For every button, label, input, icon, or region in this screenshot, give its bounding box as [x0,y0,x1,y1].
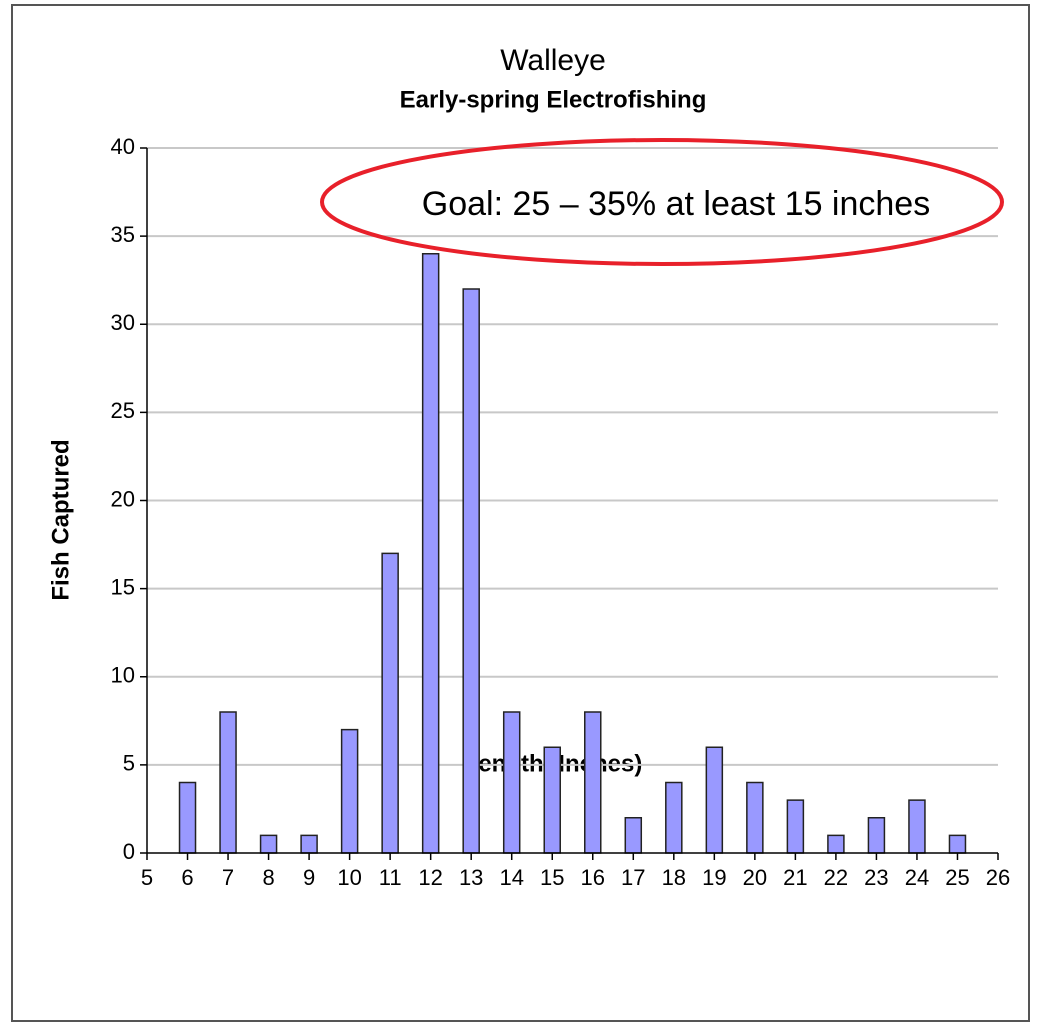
x-tick-label: 19 [702,865,726,890]
x-tick-label: 6 [181,865,193,890]
x-tick-label: 18 [662,865,686,890]
bar [665,781,683,854]
bar [178,781,197,854]
bar [948,834,967,854]
x-tick-label: 16 [581,865,605,890]
y-tick-label: 35 [111,222,135,247]
bar [908,799,926,854]
bar [624,817,643,854]
bar [340,728,359,854]
x-tick-label: 14 [499,865,523,890]
bar [259,834,278,854]
x-tick-label: 13 [459,865,483,890]
bar [421,253,440,854]
x-tick-label: 5 [141,865,153,890]
x-tick-label: 15 [540,865,564,890]
x-tick-label: 26 [986,865,1010,890]
x-tick-label: 12 [418,865,442,890]
bar [300,834,318,854]
y-tick-label: 0 [123,839,135,864]
x-tick-label: 8 [262,865,274,890]
y-tick-label: 25 [111,398,135,423]
x-tick-label: 20 [743,865,767,890]
bar [219,711,237,854]
y-axis-label: Fish Captured [47,439,74,600]
x-tick-label: 21 [783,865,807,890]
y-tick-label: 30 [111,310,135,335]
annotation-ellipse [320,138,1004,266]
y-tick-label: 20 [111,486,135,511]
y-tick-label: 5 [123,751,135,776]
bar [462,288,480,854]
x-tick-label: 22 [824,865,848,890]
x-tick-label: 7 [222,865,234,890]
x-tick-label: 17 [621,865,645,890]
x-tick-label: 24 [905,865,929,890]
chart-title: Walleye [500,44,606,77]
bar [584,711,602,854]
annotation: Goal: 25 – 35% at least 15 inches [422,185,930,223]
chart-subtitle: Early-spring Electrofishing [400,86,707,113]
bar [705,746,724,854]
y-tick-label: 40 [111,134,135,159]
x-tick-label: 25 [945,865,969,890]
x-tick-label: 9 [303,865,315,890]
x-tick-label: 10 [337,865,361,890]
bar [381,552,399,854]
bar [543,746,561,854]
x-tick-label: 23 [864,865,888,890]
bar [502,711,521,854]
bar [746,781,764,854]
y-tick-label: 15 [111,574,135,599]
bar [827,834,845,854]
y-tick-label: 10 [111,663,135,688]
x-tick-label: 11 [379,865,402,890]
bar [786,799,805,854]
bar [867,817,886,854]
